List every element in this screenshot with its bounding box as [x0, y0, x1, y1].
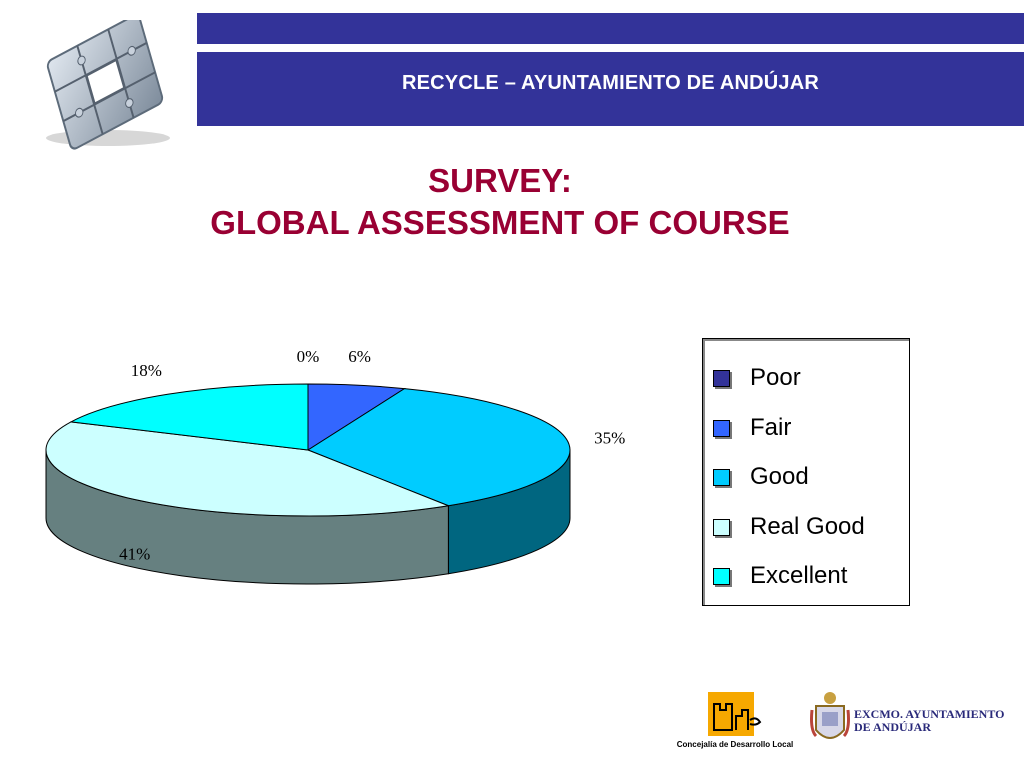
footer-left-caption: Concejalía de Desarrollo Local: [676, 740, 794, 749]
legend-swatch: [713, 370, 730, 387]
legend-label: Excellent: [750, 562, 848, 589]
legend-label: Fair: [750, 413, 792, 441]
legend-swatch: [713, 568, 730, 585]
pie-label-fair: 6%: [348, 347, 371, 366]
header-bar: [197, 52, 1024, 126]
puzzle-logo-icon: [46, 20, 170, 150]
pie-slice-excellent: [69, 383, 309, 451]
desarrollo-local-logo: Concejalía de Desarrollo Local: [676, 690, 794, 756]
pie-label-real-good: 41%: [119, 545, 150, 564]
pie-label-poor: 0%: [297, 347, 320, 366]
legend-swatch: [713, 419, 730, 437]
footer-right-text: EXCMO. AYUNTAMIENTO DE ANDÚJAR: [854, 708, 1004, 734]
pie-label-good: 35%: [594, 428, 625, 447]
pie-label-excellent: 18%: [131, 361, 162, 380]
legend-label: Poor: [750, 364, 801, 391]
slide-title: SURVEY: GLOBAL ASSESSMENT OF COURSE: [100, 160, 900, 244]
coat-of-arms-icon: [810, 692, 850, 739]
pie-chart: 0% 6% 35% 41% 18%: [45, 347, 625, 585]
slide-title-line1: SURVEY:: [428, 162, 572, 199]
legend-label: Good: [750, 463, 809, 490]
legend-label: Real Good: [750, 512, 865, 540]
ayuntamiento-logo: EXCMO. AYUNTAMIENTO DE ANDÚJAR: [810, 690, 1010, 750]
castle-logo-icon: [708, 692, 762, 736]
pie-slice-good: [306, 388, 571, 507]
footer-right-line1: EXCMO. AYUNTAMIENTO: [854, 707, 1005, 721]
header-title: RECYCLE – AYUNTAMIENTO DE ANDÚJAR: [401, 72, 820, 94]
slide-title-line2: GLOBAL ASSESSMENT OF COURSE: [210, 204, 790, 241]
legend-swatch: [713, 469, 730, 486]
pie-slice-real-good: [45, 421, 451, 517]
footer-right-line2: DE ANDÚJAR: [854, 720, 932, 734]
header-bar-top: [197, 13, 1024, 44]
chart-legend: Poor Fair Good Real Good Excellent: [702, 338, 910, 606]
legend-swatch: [713, 518, 730, 536]
